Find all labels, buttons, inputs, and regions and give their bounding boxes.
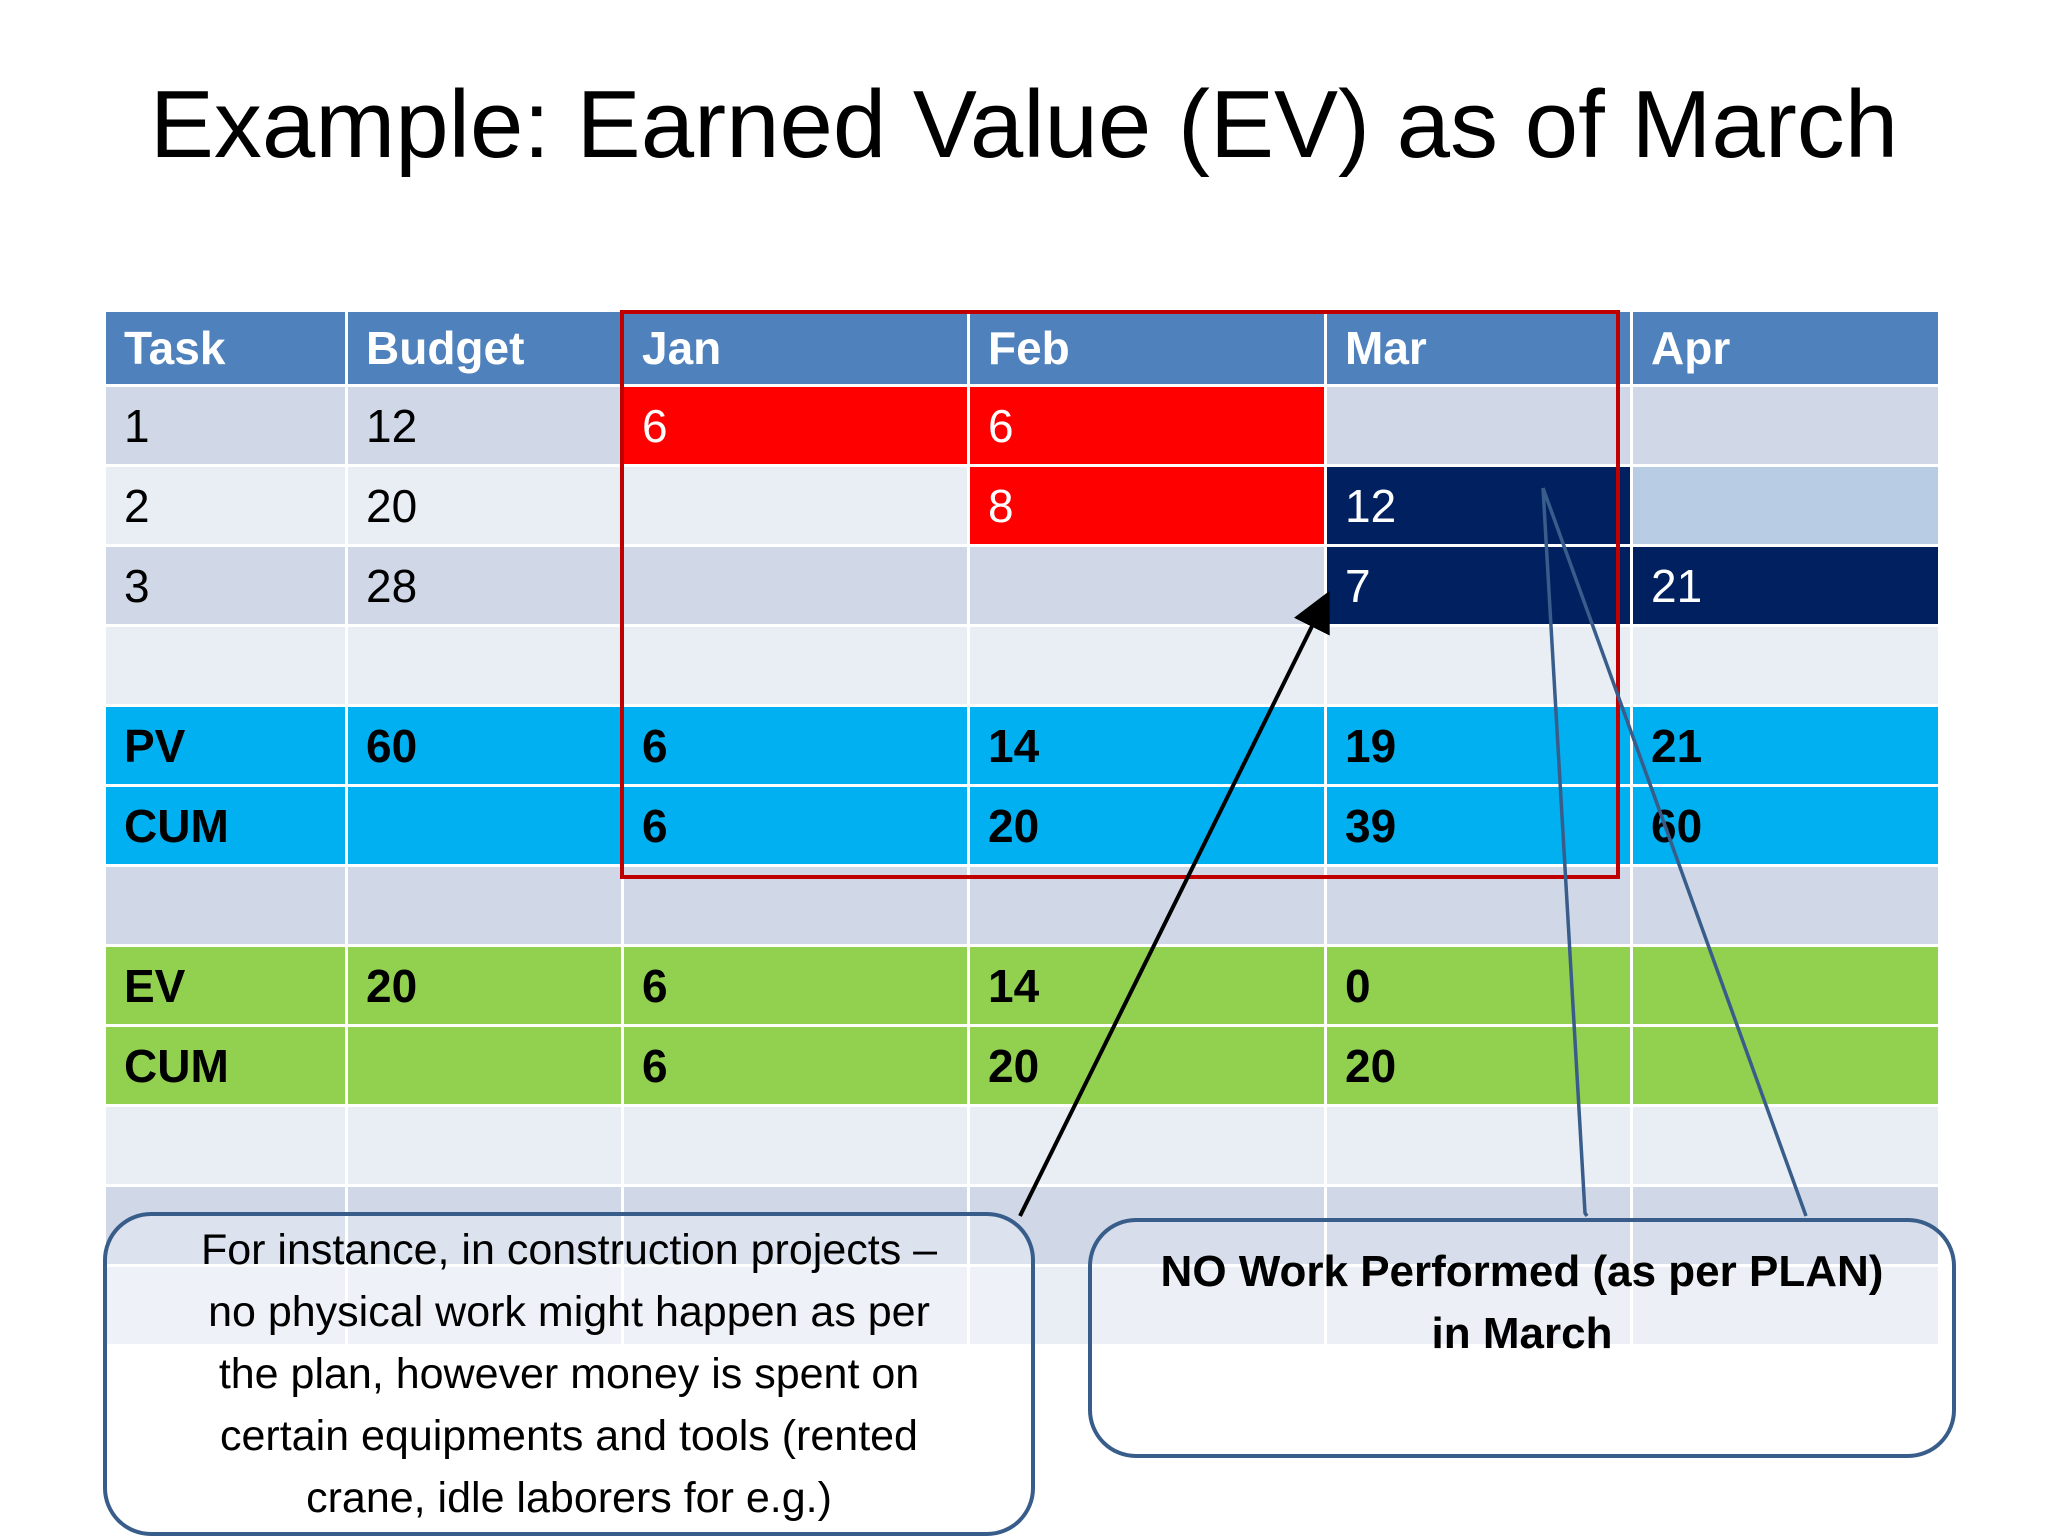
table-row-ev-cum: CUM 6 20 20 [103, 1024, 1941, 1107]
table-cell: 8 [967, 464, 1327, 547]
table-row-task-3: 3 28 7 21 [103, 544, 1941, 627]
table-cell [967, 1104, 1327, 1187]
table-cell: 6 [621, 784, 970, 867]
table-cell: 3 [103, 544, 348, 627]
table-cell [1324, 1104, 1633, 1187]
callout-text-line: NO Work Performed (as per PLAN) [1160, 1247, 1884, 1296]
table-cell [103, 1264, 348, 1347]
table-cell: CUM [103, 784, 348, 867]
table-cell: 6 [621, 384, 970, 467]
table-cell [621, 1104, 970, 1187]
header-mar: Mar [1324, 309, 1633, 387]
table-cell [1324, 624, 1633, 707]
table-cell [621, 1264, 970, 1347]
table-cell: CUM [103, 1024, 348, 1107]
callout-text-line: crane, idle laborers for e.g.) [306, 1474, 832, 1522]
callout-no-work-performed: NO Work Performed (as per PLAN) in March [1088, 1218, 1956, 1458]
table-cell [967, 624, 1327, 707]
table-cell: 6 [621, 1024, 970, 1107]
table-cell [1630, 464, 1941, 547]
table-cell: 20 [967, 784, 1327, 867]
table-cell: 7 [1324, 544, 1633, 627]
table-row-empty [103, 1104, 1941, 1187]
header-budget: Budget [345, 309, 624, 387]
table-cell [967, 544, 1327, 627]
table-cell: 20 [345, 944, 624, 1027]
header-apr: Apr [1630, 309, 1941, 387]
table-cell [345, 1104, 624, 1187]
table-cell [345, 864, 624, 947]
table-cell: 60 [345, 704, 624, 787]
table-cell [621, 1184, 970, 1267]
table-cell: 1 [103, 384, 348, 467]
callout-construction-example: For instance, in construction projects –… [103, 1212, 1035, 1536]
table-cell [1630, 944, 1941, 1027]
callout-text-line: certain equipments and tools (rented [220, 1412, 918, 1460]
table-cell [1324, 384, 1633, 467]
table-cell [1630, 864, 1941, 947]
table-row-empty [103, 1264, 1941, 1347]
table-cell: 6 [621, 704, 970, 787]
table-cell [621, 544, 970, 627]
table-row-ev: EV 20 6 14 0 [103, 944, 1941, 1027]
table-cell: 0 [1324, 944, 1633, 1027]
table-cell [1324, 864, 1633, 947]
table-cell: 14 [967, 944, 1327, 1027]
table-cell: 2 [103, 464, 348, 547]
table-row-pv: PV 60 6 14 19 21 [103, 704, 1941, 787]
header-task: Task [103, 309, 348, 387]
table-cell: 14 [967, 704, 1327, 787]
table-cell: 60 [1630, 784, 1941, 867]
callout-text-line: in March [1431, 1309, 1613, 1358]
table-cell [621, 864, 970, 947]
table-cell: 20 [967, 1024, 1327, 1107]
earned-value-table: Task Budget Jan Feb Mar Apr 1 12 6 6 2 2… [103, 309, 1941, 1347]
table-cell: 12 [1324, 464, 1633, 547]
table-row-empty [103, 624, 1941, 707]
header-jan: Jan [621, 309, 970, 387]
table-cell [103, 864, 348, 947]
table-cell: 20 [345, 464, 624, 547]
table-cell [621, 464, 970, 547]
table-cell [1324, 1264, 1633, 1347]
table-cell [103, 624, 348, 707]
table-cell: 6 [621, 944, 970, 1027]
table-cell [345, 784, 624, 867]
table-cell [967, 864, 1327, 947]
table-row-empty [103, 864, 1941, 947]
callout-text-line: For instance, in construction projects – [200, 1226, 938, 1274]
table-cell [103, 1104, 348, 1187]
table-cell [621, 624, 970, 707]
table-cell: 21 [1630, 544, 1941, 627]
table-cell [345, 1264, 624, 1347]
table-cell: 20 [1324, 1024, 1633, 1107]
table-cell: EV [103, 944, 348, 1027]
table-cell [345, 1184, 624, 1267]
slide-title: Example: Earned Value (EV) as of March [149, 71, 1899, 178]
table-cell [967, 1264, 1327, 1347]
table-cell [1630, 1024, 1941, 1107]
callout-text-line: no physical work might happen as per [208, 1288, 930, 1336]
table-cell: PV [103, 704, 348, 787]
table-cell: 6 [967, 384, 1327, 467]
table-row-task-2: 2 20 8 12 [103, 464, 1941, 547]
table-cell: 21 [1630, 704, 1941, 787]
table-cell: 39 [1324, 784, 1633, 867]
table-cell: 19 [1324, 704, 1633, 787]
table-cell [1630, 1264, 1941, 1347]
table-cell [345, 1024, 624, 1107]
table-row-pv-cum: CUM 6 20 39 60 [103, 784, 1941, 867]
table-cell [1630, 624, 1941, 707]
table-cell [1630, 1104, 1941, 1187]
header-feb: Feb [967, 309, 1327, 387]
table-cell: 12 [345, 384, 624, 467]
table-cell [345, 624, 624, 707]
table-row-task-1: 1 12 6 6 [103, 384, 1941, 467]
table-cell [1630, 384, 1941, 467]
table-cell: 28 [345, 544, 624, 627]
table-header-row: Task Budget Jan Feb Mar Apr [103, 309, 1941, 387]
callout-text-line: the plan, however money is spent on [218, 1350, 920, 1398]
table-cell [1324, 1184, 1633, 1267]
